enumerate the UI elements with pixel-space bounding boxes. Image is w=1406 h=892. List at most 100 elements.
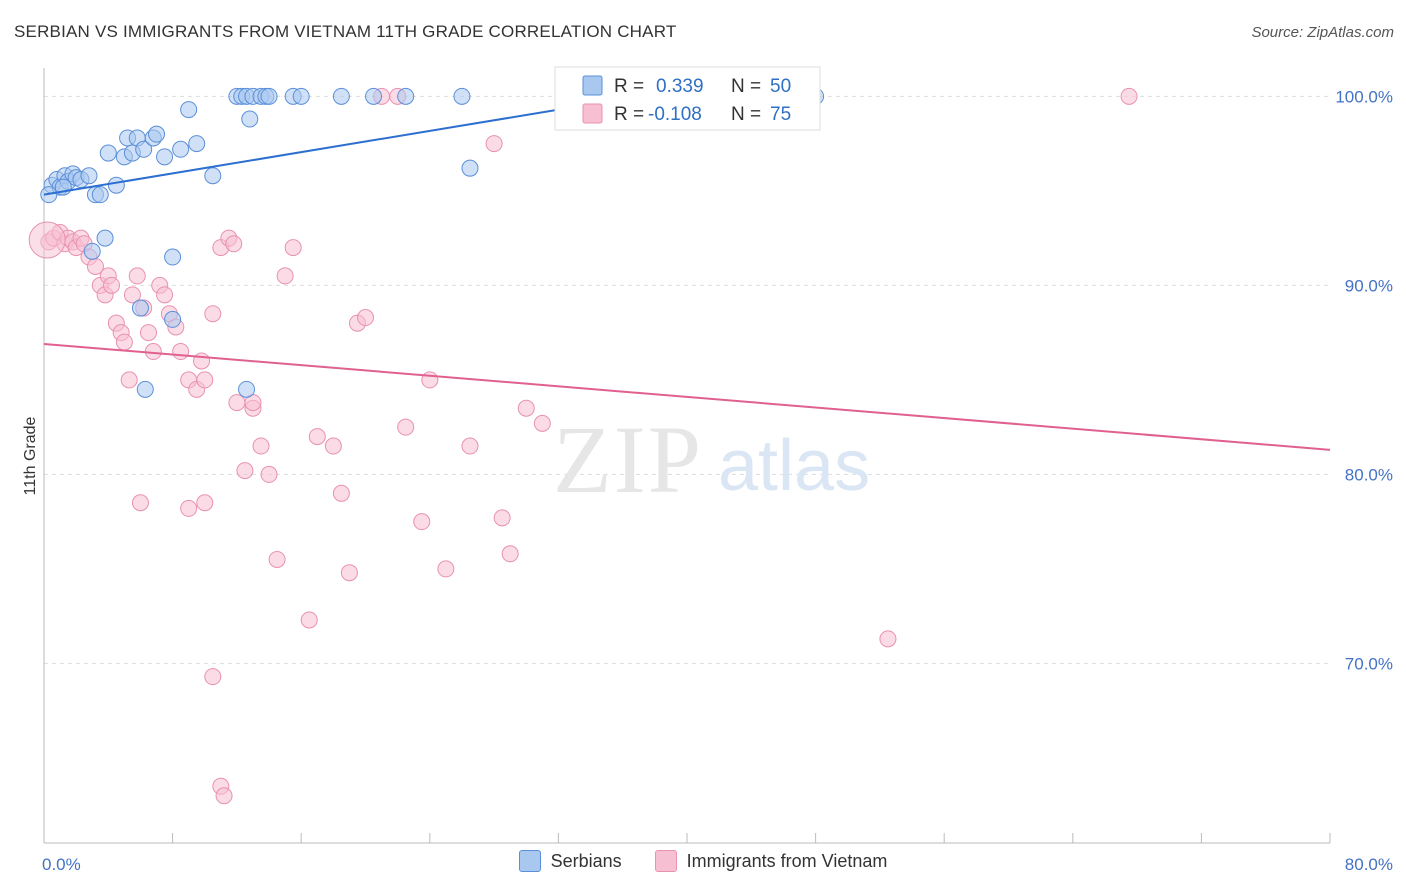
serbians-label: Serbians xyxy=(550,850,622,871)
legend-r-label-2: R = xyxy=(614,104,644,125)
vietnam-point xyxy=(115,333,133,351)
serbian-point xyxy=(238,380,256,398)
vietnam-point xyxy=(193,352,211,370)
serbian-point xyxy=(80,167,98,185)
vietnam-point xyxy=(268,550,286,568)
serbian-point xyxy=(164,248,182,266)
vietnam-point xyxy=(123,286,141,304)
vietnam-point-cluster xyxy=(28,221,66,259)
serbian-point xyxy=(180,101,198,119)
vietnam-point xyxy=(437,560,455,578)
serbian-point xyxy=(365,87,383,105)
x-ticks xyxy=(43,833,1331,843)
legend-n-value-1: 50 xyxy=(770,76,791,97)
legend-r-value-2: -0.108 xyxy=(648,104,702,125)
serbian-point xyxy=(156,148,174,166)
serbian-point xyxy=(107,176,125,194)
vietnam-label: Immigrants from Vietnam xyxy=(686,850,888,871)
y-tick-label: 80.0% xyxy=(1345,465,1393,484)
vietnam-point xyxy=(485,135,503,153)
vietnam-point xyxy=(204,668,222,686)
serbian-point xyxy=(99,144,117,162)
legend-n-label-1: N = xyxy=(731,76,761,97)
y-tick-labels: 100.0% 90.0% 80.0% 70.0% xyxy=(1335,87,1393,673)
svg-text:R = -0.108 N =: R = -0.108 N = 75 xyxy=(614,104,791,125)
serbian-point xyxy=(131,299,149,317)
serbian-point xyxy=(91,186,109,204)
vietnam-swatch xyxy=(654,850,677,872)
serbian-point xyxy=(148,125,166,143)
legend-r-label-1: R = xyxy=(614,76,644,97)
vietnam-point xyxy=(1120,87,1138,105)
vietnam-point xyxy=(120,371,138,389)
x-tick-label: 0.0% xyxy=(42,855,81,874)
legend-r-value-1: 0.339 xyxy=(656,76,704,97)
vietnam-point xyxy=(236,462,254,480)
serbian-point xyxy=(188,135,206,153)
serbian-point xyxy=(461,159,479,177)
watermark: ZIP atlas xyxy=(553,406,870,513)
y-tick-label: 90.0% xyxy=(1345,276,1393,295)
legend-swatch-vietnam xyxy=(582,103,603,124)
vietnam-point xyxy=(324,437,342,455)
vietnam-point xyxy=(260,465,278,483)
x-tick-label: 80.0% xyxy=(1345,855,1393,874)
serbian-point xyxy=(96,229,114,247)
vietnam-point xyxy=(357,309,374,327)
legend: R = 0.339 N = 50 R = -0.108 N = 75 xyxy=(554,66,821,131)
vietnam-point xyxy=(501,545,519,563)
watermark-atlas: atlas xyxy=(718,426,870,506)
legend-item-serbians: Serbians xyxy=(518,850,622,872)
watermark-zip: ZIP xyxy=(553,406,703,513)
vietnam-point xyxy=(180,499,198,517)
vietnam-point xyxy=(228,394,246,412)
vietnam-point xyxy=(131,494,149,512)
legend-item-vietnam: Immigrants from Vietnam xyxy=(654,850,888,872)
vietnam-point xyxy=(139,324,157,342)
serbian-point xyxy=(135,140,153,158)
vietnam-point xyxy=(879,630,897,648)
trend-lines xyxy=(43,95,1331,451)
serbian-point xyxy=(164,310,182,328)
vietnam-point xyxy=(332,484,350,502)
vietnam-trend-line xyxy=(43,342,1331,451)
vietnam-point xyxy=(128,267,146,285)
legend-swatch-serbians xyxy=(582,75,603,96)
serbian-point xyxy=(397,87,415,105)
vietnam-point xyxy=(172,343,190,361)
vietnam-point xyxy=(103,276,121,294)
legend-n-value-2: 75 xyxy=(770,104,791,125)
vietnam-point xyxy=(225,235,243,253)
serbian-trend-line xyxy=(43,95,639,196)
serbian-point xyxy=(136,380,154,398)
serbian-point xyxy=(172,140,190,158)
source-label: Source: ZipAtlas.com xyxy=(1251,24,1394,41)
y-tick-label: 100.0% xyxy=(1335,87,1393,106)
vietnam-point xyxy=(308,428,326,446)
vietnam-point xyxy=(215,787,233,805)
vietnam-point xyxy=(196,494,214,512)
serbian-point xyxy=(204,167,222,185)
vietnam-point xyxy=(413,513,431,531)
grid-lines xyxy=(44,95,1330,664)
vietnam-point xyxy=(340,564,358,582)
serbian-point xyxy=(83,242,101,260)
serbian-point xyxy=(332,87,350,105)
x-tick-labels: 0.0% 80.0% xyxy=(42,855,1393,874)
vietnam-point xyxy=(204,305,222,323)
legend-n-label-2: N = xyxy=(731,104,761,125)
y-axis-label: 11th Grade xyxy=(22,416,39,495)
vietnam-point xyxy=(533,414,551,432)
svg-text:R = 0.339 N =: R = 0.339 N = 50 xyxy=(614,76,791,97)
vietnam-point xyxy=(284,239,302,257)
serbians-swatch xyxy=(518,850,541,872)
vietnam-point xyxy=(517,399,535,417)
vietnam-point xyxy=(252,437,270,455)
serbian-point xyxy=(292,87,310,105)
vietnam-point xyxy=(156,286,174,304)
chart-title: SERBIAN VS IMMIGRANTS FROM VIETNAM 11TH … xyxy=(14,22,677,41)
vietnam-point xyxy=(461,437,479,455)
serbian-point xyxy=(453,87,471,105)
vietnam-point xyxy=(493,509,511,527)
